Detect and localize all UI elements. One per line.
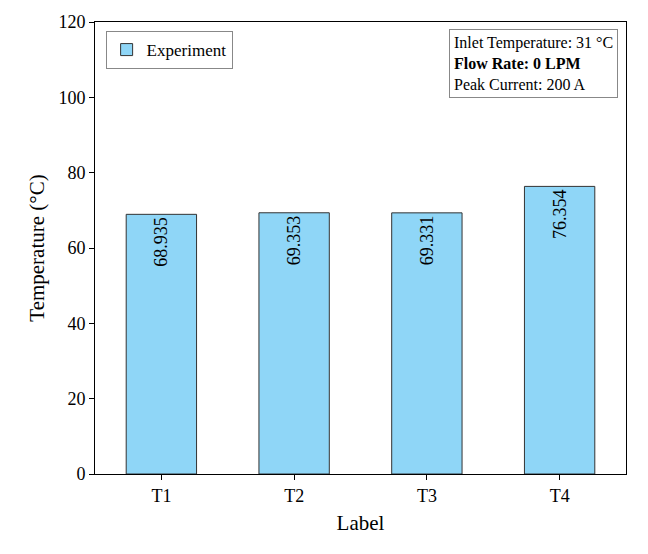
- svg-text:0: 0: [76, 464, 85, 484]
- svg-text:60: 60: [67, 238, 85, 258]
- svg-text:Inlet Temperature: 31 °CFlow R: Inlet Temperature: 31 °CFlow Rate: 0 LPM…: [454, 34, 613, 93]
- svg-text:T2: T2: [284, 486, 304, 506]
- svg-text:20: 20: [67, 389, 85, 409]
- svg-text:69.353: 69.353: [284, 216, 304, 266]
- svg-text:100: 100: [58, 88, 85, 108]
- svg-text:120: 120: [58, 12, 85, 32]
- svg-text:Label: Label: [337, 511, 385, 535]
- svg-text:Experiment: Experiment: [147, 41, 227, 60]
- svg-text:69.331: 69.331: [417, 216, 437, 266]
- svg-text:T4: T4: [550, 486, 570, 506]
- svg-text:T1: T1: [151, 486, 171, 506]
- svg-text:76.354: 76.354: [550, 189, 570, 239]
- svg-text:Temperature (°C): Temperature (°C): [25, 174, 49, 321]
- svg-text:80: 80: [67, 163, 85, 183]
- svg-text:T3: T3: [417, 486, 437, 506]
- svg-text:68.935: 68.935: [151, 217, 171, 267]
- svg-text:40: 40: [67, 314, 85, 334]
